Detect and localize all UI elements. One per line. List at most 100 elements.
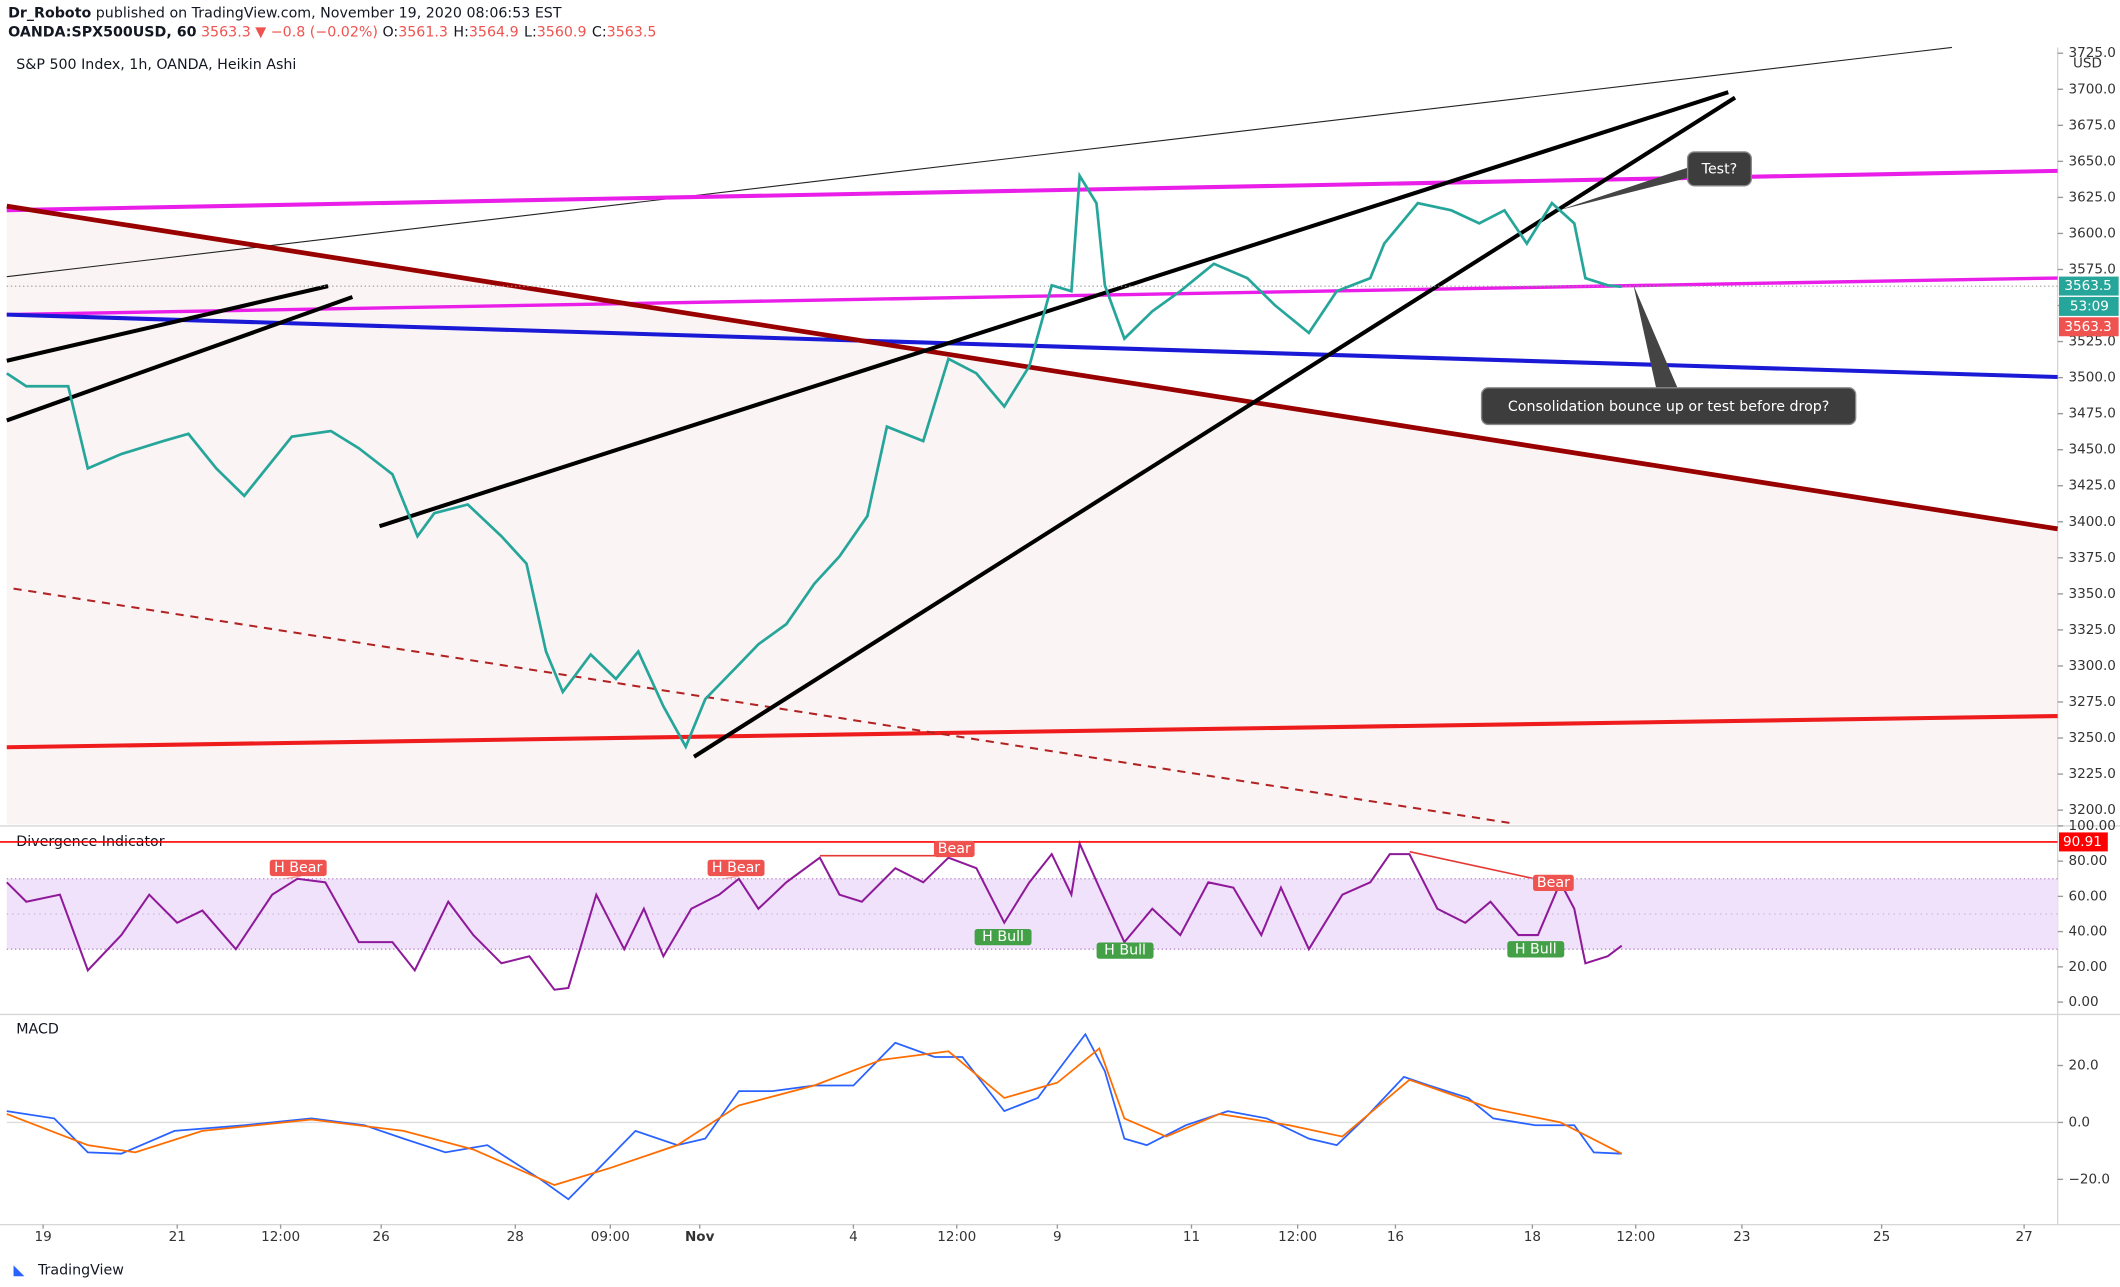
x-tick-label: 26	[373, 1229, 390, 1245]
countdown: 53:09	[2070, 298, 2109, 314]
x-tick-label: 27	[2015, 1229, 2032, 1245]
y-tick-label: 3725.0	[2068, 45, 2115, 61]
trend-line	[692, 95, 1737, 759]
marker-label: H Bull	[1104, 943, 1146, 959]
trend-line	[6, 46, 1952, 278]
y-tick-label: 3425.0	[2068, 478, 2115, 494]
series-line	[6, 840, 1623, 991]
y-tick-label: 3450.0	[2068, 442, 2115, 458]
ohlc-value: 3560.9	[537, 25, 587, 41]
callout-pointer	[1558, 165, 1695, 211]
ohlc-value: 3563.5	[607, 25, 657, 41]
callout-box	[1480, 387, 1857, 426]
marker-badge	[1096, 942, 1154, 959]
trend-line	[6, 203, 2059, 532]
x-tick-label: 12:00	[1278, 1229, 1317, 1245]
symbol-line: OANDA:SPX500USD, 60 3563.3 ▼ −0.8 (−0.02…	[8, 25, 656, 41]
x-tick-label: 19	[34, 1229, 51, 1245]
ohlc-value: 3561.3	[398, 25, 448, 41]
y-tick-label: 3300.0	[2068, 658, 2115, 674]
trend-line	[6, 714, 2058, 750]
ohlc-label: L:	[524, 25, 537, 41]
ohlc-label: C:	[592, 25, 607, 41]
trend-line	[6, 312, 2058, 380]
drawings	[6, 46, 2059, 825]
last-price-badge	[2059, 276, 2119, 296]
marker-badge	[1507, 941, 1565, 958]
axis-unit: USD	[2073, 56, 2102, 72]
callout-text: Consolidation bounce up or test before d…	[1508, 399, 1829, 415]
marker-label: Bear	[938, 841, 971, 857]
y-tick-label: 3275.0	[2068, 694, 2115, 710]
pane-title: S&P 500 Index, 1h, OANDA, Heikin Ashi	[16, 57, 296, 73]
marker-label: H Bull	[982, 929, 1024, 945]
marker-badge	[707, 859, 765, 877]
series-line	[6, 1032, 1622, 1201]
y-tick-label: 3375.0	[2068, 550, 2115, 566]
prev-price-badge	[2059, 317, 2119, 337]
y-tick-label: 100.00	[2068, 818, 2115, 834]
x-tick-label: 12:00	[937, 1229, 976, 1245]
marker-badge	[269, 859, 327, 877]
x-tick-label: 11	[1183, 1229, 1200, 1245]
y-tick-label: 3575.0	[2068, 261, 2115, 277]
y-tick-label: 3625.0	[2068, 189, 2115, 205]
series-line	[6, 171, 1622, 750]
y-tick-label: 3500.0	[2068, 370, 2115, 386]
y-tick-label: 3250.0	[2068, 730, 2115, 746]
y-tick-label: 60.00	[2068, 888, 2107, 904]
author: Dr_Roboto	[8, 6, 91, 22]
x-tick-label: 12:00	[1616, 1229, 1655, 1245]
marker-label: H Bull	[1515, 941, 1557, 957]
ohlc: O:3561.3 H:3564.9 L:3560.9 C:3563.5	[382, 25, 656, 41]
x-tick-label: 18	[1524, 1229, 1541, 1245]
callout-text: Test?	[1701, 162, 1738, 178]
y-tick-label: 40.00	[2068, 924, 2107, 940]
price-series	[6, 171, 1622, 750]
pane-shade	[6, 206, 2058, 825]
marker-label: Bear	[1537, 875, 1570, 891]
last-price: 3563.5	[2064, 278, 2111, 294]
pane-title: MACD	[16, 1021, 59, 1037]
y-tick-label: 3475.0	[2068, 406, 2115, 422]
y-tick-label: 0.00	[2068, 994, 2098, 1010]
x-tick-label: Nov	[685, 1229, 715, 1245]
ohlc-value: 3564.9	[469, 25, 519, 41]
y-tick-label: 3700.0	[2068, 81, 2115, 97]
countdown-badge	[2059, 296, 2119, 316]
prev-price: 3563.3	[2064, 319, 2111, 335]
y-tick-label: 20.0	[2068, 1058, 2098, 1074]
y-tick-label: 3675.0	[2068, 117, 2115, 133]
x-tick-label: 28	[507, 1229, 524, 1245]
marker-badge	[974, 928, 1032, 946]
marker-badge	[933, 840, 975, 858]
x-tick-label: 25	[1873, 1229, 1890, 1245]
last: 3563.3	[201, 25, 251, 41]
published: published on TradingView.com, November 1…	[96, 6, 562, 22]
y-tick-label: 3350.0	[2068, 586, 2115, 602]
change: ▼ −0.8 (−0.02%)	[255, 25, 378, 41]
divergence-line	[1409, 850, 1554, 884]
y-tick-label: 20.00	[2068, 959, 2107, 975]
y-tick-label: 3600.0	[2068, 225, 2115, 241]
y-tick-label: 3200.0	[2068, 802, 2115, 818]
level-badge	[2059, 832, 2108, 852]
marker-badge	[1533, 874, 1574, 891]
marker-label: H Bear	[274, 860, 322, 876]
x-tick-label: 09:00	[591, 1229, 630, 1245]
x-tick-label: 16	[1387, 1229, 1404, 1245]
ohlc-label: O:	[382, 25, 398, 41]
x-tick-label: 21	[169, 1229, 186, 1245]
trend-line	[378, 90, 1729, 529]
symbol: OANDA:SPX500USD, 60	[8, 25, 196, 41]
level-label: 90.91	[2063, 834, 2102, 850]
y-tick-label: 3525.0	[2068, 334, 2115, 350]
trend-line	[6, 276, 2058, 317]
marker-label: H Bear	[712, 860, 760, 876]
callout-box	[1686, 151, 1752, 187]
y-tick-label: 3400.0	[2068, 514, 2115, 530]
trend-line	[6, 295, 354, 423]
x-tick-label: 12:00	[261, 1229, 300, 1245]
y-tick-label: 0.0	[2068, 1114, 2090, 1130]
